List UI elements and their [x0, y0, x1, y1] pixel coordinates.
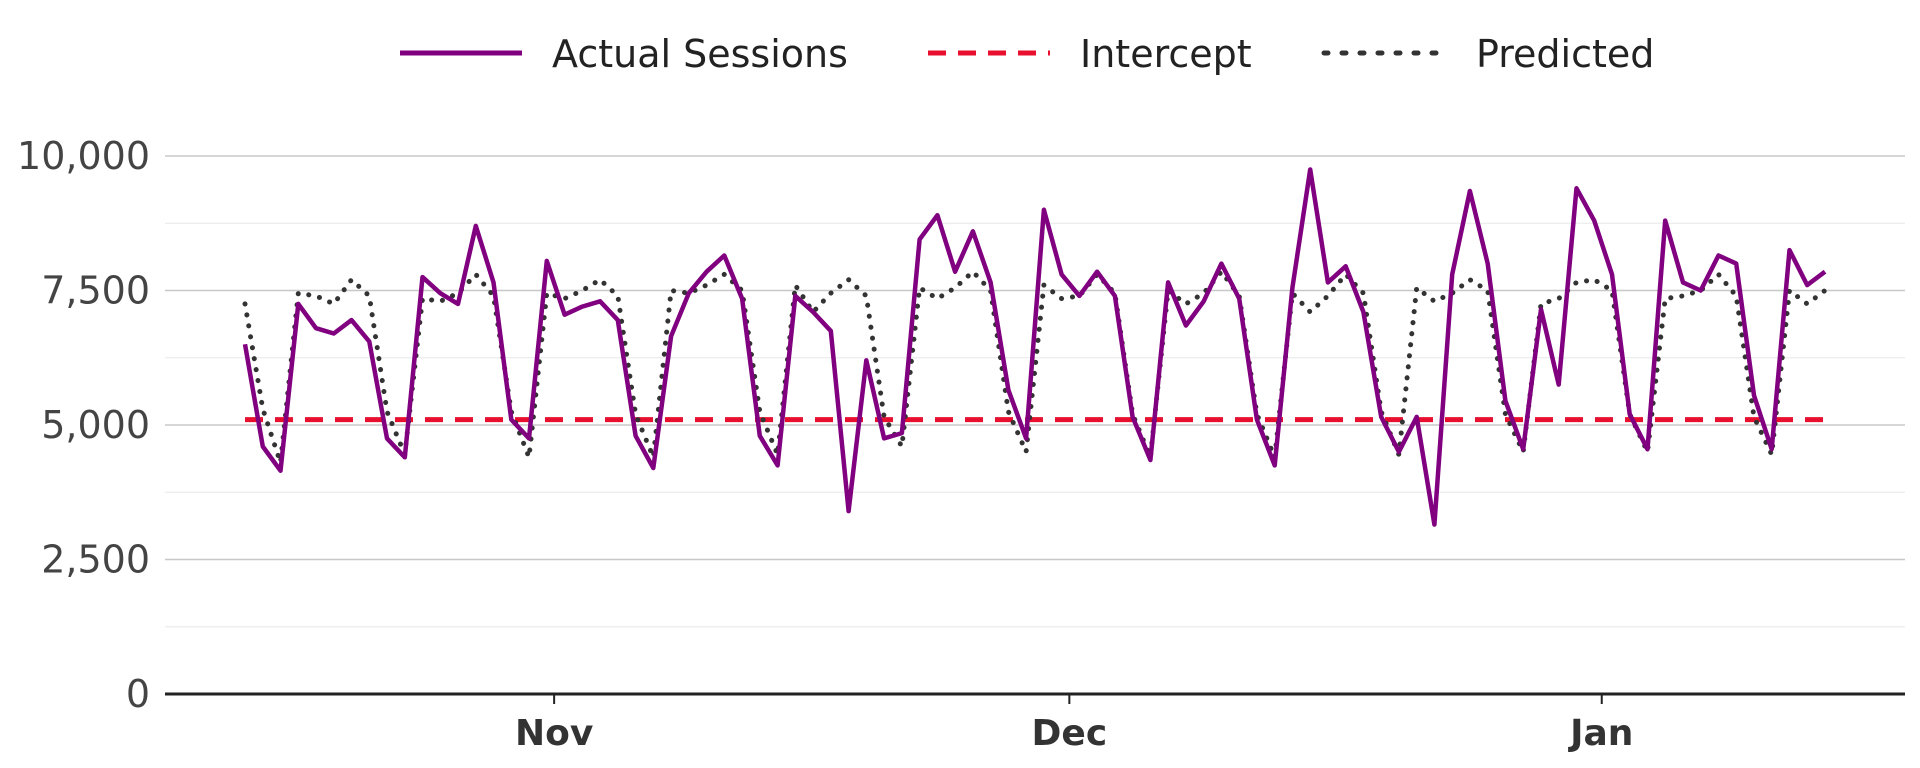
- legend-label-intercept: Intercept: [1080, 32, 1252, 76]
- y-tick-label: 2,500: [41, 538, 150, 582]
- y-tick-label: 10,000: [17, 134, 150, 178]
- legend-label-predicted: Predicted: [1476, 32, 1654, 76]
- y-axis-tick-labels: 0 2,500 5,000 7,500 10,000: [17, 134, 150, 716]
- x-tick-label: Jan: [1567, 713, 1633, 754]
- legend: Actual Sessions Intercept Predicted: [400, 32, 1654, 76]
- legend-label-actual-sessions: Actual Sessions: [552, 32, 848, 76]
- x-tick-label: Dec: [1032, 713, 1108, 754]
- y-tick-label: 7,500: [41, 269, 150, 313]
- x-axis-tick-labels: Nov Dec Jan: [515, 694, 1633, 754]
- x-tick-label: Nov: [515, 713, 593, 754]
- y-tick-label: 5,000: [41, 403, 150, 447]
- gridlines: [165, 155, 1905, 628]
- series-lines: [242, 167, 1828, 527]
- series-line-actual-sessions: [242, 167, 1827, 527]
- y-tick-label: 0: [126, 672, 150, 716]
